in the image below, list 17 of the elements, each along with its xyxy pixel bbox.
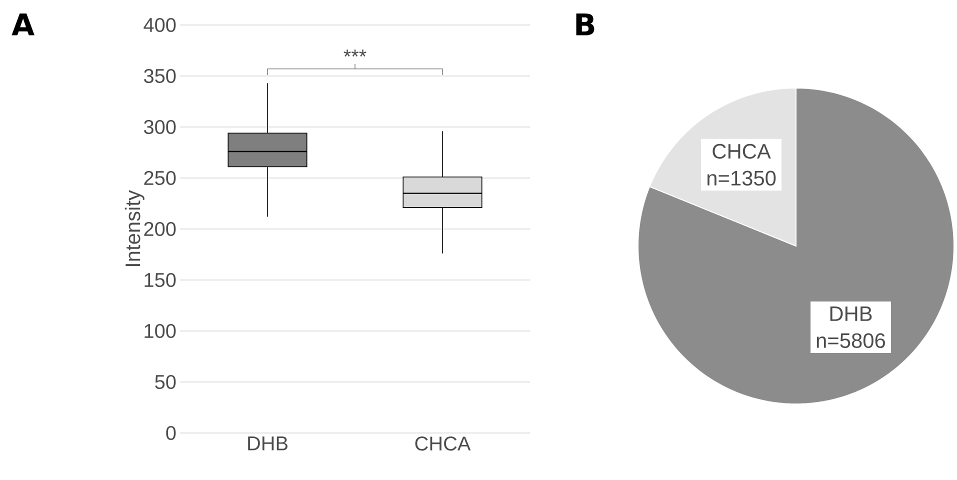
slice-label: DHB [830,306,872,321]
data-label: n=1350 [707,170,776,186]
y-tick-label: 200 [144,222,176,236]
y-tick-label: 0 [166,426,176,440]
slice-label: CHCA [712,144,771,159]
y-tick-label: 300 [144,120,176,134]
chart-title: B [576,14,594,36]
y-tick-label: 350 [144,68,176,84]
chart-title: A [12,14,35,36]
annotation: *** [344,50,366,57]
y-tick-label: 150 [144,272,176,288]
y-tick-label: 100 [144,324,176,338]
data-label: n=5806 [816,333,885,348]
y-tick-label: 50 [155,374,176,390]
y-axis-title: Intensity [124,190,144,266]
y-tick-label: 250 [144,170,176,186]
y-tick-label: 400 [144,18,176,32]
